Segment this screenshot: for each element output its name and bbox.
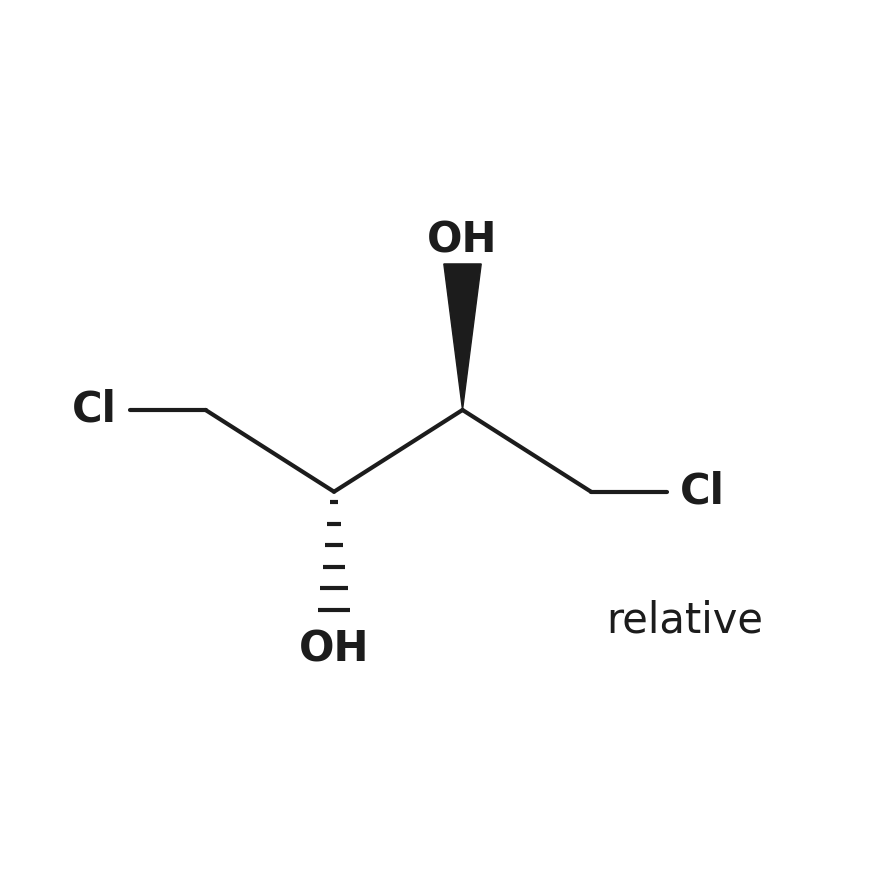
Text: Cl: Cl	[72, 389, 117, 431]
Text: OH: OH	[427, 220, 498, 262]
Polygon shape	[444, 264, 481, 410]
Text: Cl: Cl	[680, 471, 724, 513]
Text: OH: OH	[299, 628, 369, 670]
Text: relative: relative	[606, 599, 763, 641]
